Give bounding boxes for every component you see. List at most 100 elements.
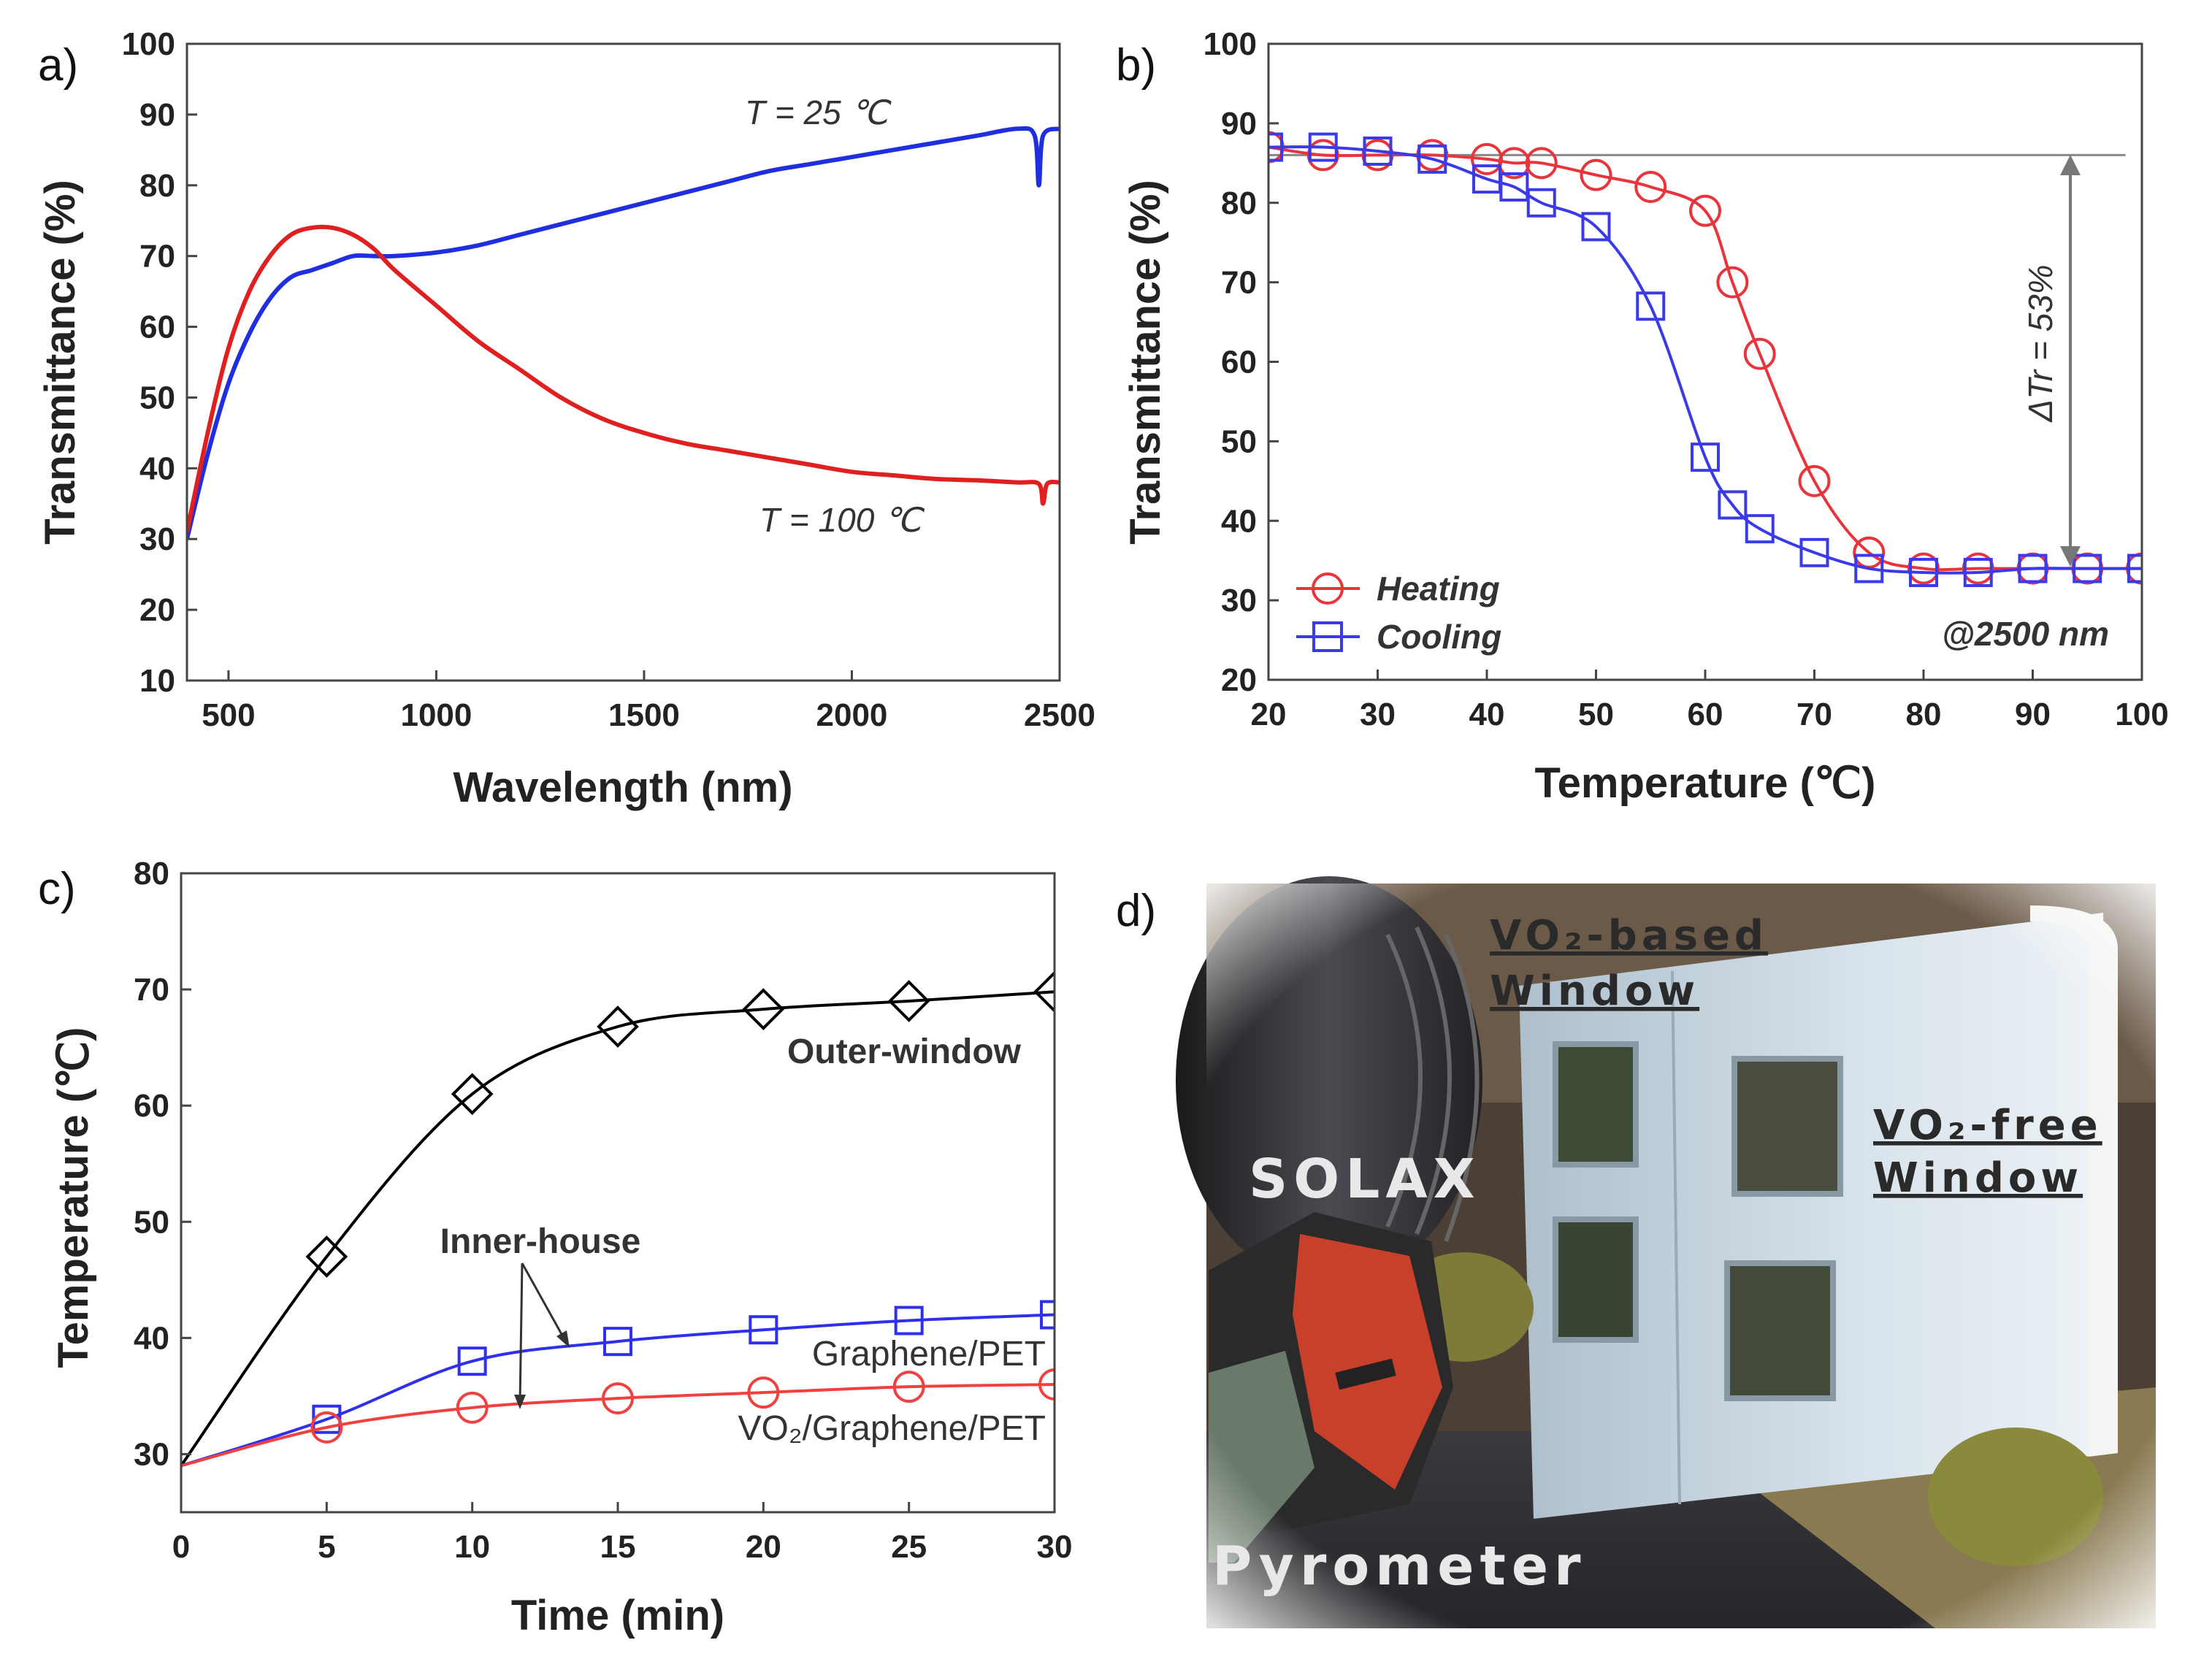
panel-c-xtick-label: 20	[746, 1529, 781, 1565]
photo-scene: SOLAX Pyrometer VO₂-based Window VO₂-fre…	[1176, 876, 2156, 1628]
panel-a-ytick-label: 70	[139, 239, 175, 275]
panel-d-label: d)	[1116, 886, 1156, 936]
legend-cooling-label: Cooling	[1377, 618, 1501, 656]
panel-c-xtick-label: 30	[1037, 1529, 1073, 1565]
panel-c-ytick-label: 60	[134, 1088, 169, 1124]
legend-heating-marker	[1312, 572, 1344, 605]
panel-c-ytick-label: 50	[134, 1204, 169, 1240]
panel-c-xtick-label: 5	[318, 1529, 335, 1565]
panel-a-label: a)	[38, 40, 78, 91]
panel-c-series-2-point	[310, 1411, 343, 1444]
panel-c-series-0-point	[742, 988, 785, 1030]
panel-b-legend: Heating Cooling	[1296, 570, 1501, 656]
panel-c-series-1-point	[603, 1327, 632, 1357]
panel-b-heating-point	[1498, 147, 1531, 180]
panel-b-label: b)	[1116, 40, 1156, 91]
panel-a-ytick-label: 30	[139, 521, 175, 557]
panel-b-heating-point	[1798, 464, 1831, 497]
panel-c-series-0-point	[451, 1073, 494, 1116]
panel-c-xtick-label: 15	[600, 1529, 636, 1565]
panel-c-series-1-point	[749, 1315, 778, 1345]
panel-b-xtick-label: 40	[1469, 697, 1505, 732]
panel-a-xtick-label: 500	[202, 697, 255, 733]
panel-c-series-line-2	[181, 1383, 1055, 1468]
panel-c-graphene-pet-label: Graphene/PET	[812, 1335, 1046, 1373]
panel-a-annotation-25c: T = 25 ℃	[745, 93, 892, 131]
panel-b-heating-point	[1716, 266, 1749, 299]
panel-a-xtick-label: 2000	[816, 697, 888, 733]
panel-c-xtick-label: 0	[172, 1529, 190, 1565]
panel-b-x-axis-label: Temperature (℃)	[1535, 759, 1876, 807]
panel-a-ytick-label: 20	[139, 592, 175, 628]
panel-b-cooling-point	[1308, 132, 1338, 162]
panel-d-photo: d)	[1116, 876, 2156, 1628]
panel-b-cooling-point	[1581, 212, 1611, 242]
panel-a-ytick-label: 60	[139, 310, 175, 345]
panel-b-heating-point	[1525, 147, 1558, 180]
panel-b-xtick-label: 80	[1906, 697, 1942, 732]
panel-c-series-1-point	[457, 1346, 487, 1376]
panel-c-series-1-point	[1040, 1300, 1055, 1330]
panel-c-series-0-point	[887, 980, 930, 1022]
panel-c-label: c)	[38, 864, 76, 914]
panel-c-series-2-point	[1038, 1368, 1055, 1400]
panel-b-cooling-point	[2018, 553, 2048, 583]
panel-b-ytick-label: 60	[1221, 345, 1257, 380]
panel-b-ytick-label: 50	[1221, 424, 1257, 459]
panel-a-xtick-label: 1000	[400, 697, 472, 733]
panel-a-series-line-0	[187, 126, 1060, 540]
panel-c-series-2-point	[456, 1391, 489, 1424]
panel-b-cooling-point	[1909, 558, 1938, 588]
panel-a-ytick-label: 80	[139, 168, 175, 204]
panel-a-annotation-100c: T = 100 ℃	[759, 501, 925, 539]
panel-a-ytick-label: 100	[122, 26, 175, 62]
panel-c-inner-house-arrows	[514, 1262, 570, 1409]
panel-a-ytick-label: 10	[139, 663, 175, 699]
panel-b-xtick-label: 100	[2115, 697, 2168, 732]
panel-c-series-line-0	[181, 990, 1055, 1467]
panel-b-cooling-point	[1799, 537, 1829, 567]
panel-b-cooling-point	[1526, 188, 1556, 218]
panel-c-series-0-point	[305, 1235, 348, 1278]
photo-label-vo2-free-line2: Window	[1873, 1154, 2083, 1202]
panel-b-cooling-point	[1499, 172, 1529, 202]
panel-b-series-line-0	[1268, 145, 2142, 572]
panel-b-xtick-label: 50	[1578, 697, 1614, 732]
panel-b-delta-annotation: ΔTr = 53%	[2021, 264, 2059, 422]
panel-b-transmittance-vs-temperature: b) 20 30 40 50 60 70 80 90 100 20 30 40 50 60 70 80 90 10…	[1116, 26, 2169, 807]
panel-c-ytick-label: 70	[134, 972, 169, 1008]
panel-a-ytick-label: 50	[139, 380, 175, 415]
panel-b-series-line-1	[1268, 145, 2142, 575]
panel-b-xtick-label: 60	[1688, 697, 1723, 732]
panel-c-x-axis-label: Time (min)	[511, 1592, 724, 1639]
panel-a-series-line-1	[187, 224, 1060, 533]
panel-b-cooling-point	[1636, 291, 1666, 321]
panel-c-series-2-point	[892, 1371, 925, 1403]
panel-c-series-1-point	[894, 1306, 924, 1335]
panel-b-cooling-point	[1691, 442, 1720, 472]
panel-b-cooling-point	[1268, 132, 1283, 162]
photo-vignette	[1206, 884, 2156, 1628]
panel-a-frame	[185, 42, 1061, 682]
legend-heating-label: Heating	[1377, 570, 1500, 608]
panel-b-cooling-point	[2073, 553, 2102, 583]
panel-a-transmittance-vs-wavelength: a) 500 1000 1500 2000 2500 10 20 30 40 50 60 70 80 90…	[37, 26, 1095, 811]
panel-b-ytick-label: 80	[1221, 185, 1257, 221]
panel-b-xtick-label: 90	[2015, 697, 2051, 732]
panel-b-cooling-point	[1745, 514, 1775, 544]
panel-c-series-0-point	[1033, 970, 1055, 1013]
panel-c-series-line-1	[181, 1313, 1055, 1468]
panel-c-ytick-label: 30	[134, 1436, 169, 1472]
panel-b-heating-point	[1634, 170, 1667, 203]
photo-label-vo2-based-line2: Window	[1490, 967, 1699, 1015]
photo-label-solax: SOLAX	[1249, 1148, 1481, 1211]
panel-b-ytick-label: 70	[1221, 265, 1257, 301]
panel-b-heating-point	[1743, 337, 1776, 370]
panel-b-cooling-point	[1963, 558, 1993, 588]
panel-b-heating-point	[1689, 194, 1721, 227]
panel-a-xtick-label: 2500	[1024, 697, 1095, 733]
panel-c-vo2-graphene-pet-label: VO₂/Graphene/PET	[738, 1409, 1046, 1448]
panel-b-ytick-label: 90	[1221, 106, 1257, 142]
panel-c-xtick-label: 25	[891, 1529, 927, 1565]
panel-b-y-axis-label: Transmittance (%)	[1122, 180, 1169, 545]
